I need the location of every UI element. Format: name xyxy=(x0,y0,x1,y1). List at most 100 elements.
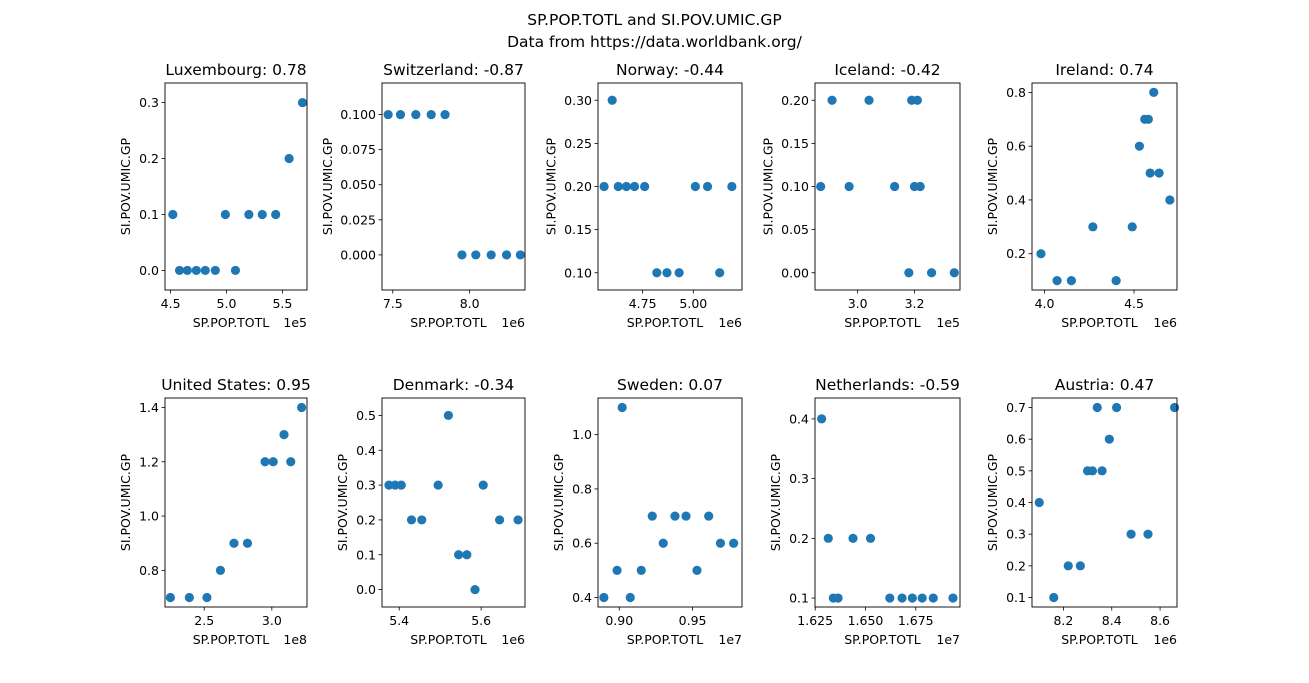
y-tick-label: 1.4 xyxy=(139,400,159,415)
y-tick-label: 0.4 xyxy=(356,443,376,458)
data-point xyxy=(230,265,241,276)
x-axis-label: SP.POP.TOTL xyxy=(844,315,921,330)
data-point xyxy=(440,109,450,120)
x-offset-label: 1e5 xyxy=(283,315,307,330)
y-tick-label: 0.05 xyxy=(781,222,809,237)
y-tick-label: 1.0 xyxy=(572,427,592,442)
y-tick-label: 0.10 xyxy=(781,179,809,194)
data-point xyxy=(229,538,239,548)
axes-frame xyxy=(164,397,308,608)
x-axis-label: SP.POP.TOTL xyxy=(627,315,704,330)
subplot-title: Netherlands: -0.59 xyxy=(815,376,960,394)
data-point xyxy=(897,593,907,603)
data-point xyxy=(268,457,278,467)
y-tick-label: 0.4 xyxy=(789,411,809,426)
axes-frame xyxy=(381,82,526,291)
x-tick-label: 0.95 xyxy=(679,613,707,628)
data-point xyxy=(1088,222,1098,232)
data-point xyxy=(907,593,917,603)
subplot-title: Ireland: 0.74 xyxy=(1055,61,1153,79)
data-point xyxy=(286,457,296,467)
y-tick-label: 0.5 xyxy=(1006,463,1026,478)
subplot-title: Switzerland: -0.87 xyxy=(383,61,524,79)
data-point xyxy=(242,538,253,548)
x-tick-label: 8.6 xyxy=(1150,613,1170,628)
data-point xyxy=(257,209,267,220)
y-tick-label: 0.20 xyxy=(781,93,809,108)
x-axis-label: SP.POP.TOTL xyxy=(410,315,487,330)
y-tick-label: 0.15 xyxy=(781,136,809,151)
x-tick-label: 8.2 xyxy=(1053,613,1073,628)
data-point xyxy=(607,95,617,105)
axes-frame xyxy=(814,397,961,608)
subplot-9: Austria: 0.47 0.1 0.2 0.3 0.4 0.5 0.6 0.7 8.2 8.4… xyxy=(985,376,1180,647)
data-point xyxy=(513,515,523,525)
data-point xyxy=(636,565,646,575)
x-offset-label: 1e7 xyxy=(936,632,960,647)
x-tick-label: 4.5 xyxy=(161,296,181,311)
subplot-title: Austria: 0.47 xyxy=(1055,376,1154,394)
y-tick-label: 0.050 xyxy=(340,177,376,192)
data-point xyxy=(1145,168,1155,178)
data-point xyxy=(621,181,631,192)
data-point xyxy=(904,268,914,278)
data-point xyxy=(406,515,417,525)
y-tick-label: 0.2 xyxy=(789,531,809,546)
data-point xyxy=(928,593,938,603)
data-point xyxy=(844,181,854,192)
x-axis-label: SP.POP.TOTL xyxy=(410,632,487,647)
x-tick-label: 4.75 xyxy=(629,296,657,311)
y-tick-label: 0.4 xyxy=(1006,495,1026,510)
y-tick-label: 0.8 xyxy=(1006,85,1026,100)
data-point xyxy=(1169,402,1180,413)
axes-frame xyxy=(1031,397,1178,608)
y-tick-label: 0.3 xyxy=(139,95,159,110)
data-point xyxy=(715,538,726,548)
subplot-3: Iceland: -0.42 0.00 0.05 0.10 0.15 0.20 3.0 3.2… xyxy=(761,61,961,330)
data-point xyxy=(395,109,406,120)
y-axis-label: SI.POV.UMIC.GP xyxy=(118,453,133,551)
data-point xyxy=(640,181,650,192)
data-point xyxy=(462,550,472,560)
data-point xyxy=(1087,466,1098,476)
x-tick-label: 5.6 xyxy=(471,613,491,628)
data-point xyxy=(486,250,496,260)
data-point xyxy=(200,265,210,276)
data-point xyxy=(890,181,900,192)
y-tick-label: 0.3 xyxy=(356,478,376,493)
y-tick-label: 0.6 xyxy=(1006,139,1026,154)
data-point xyxy=(613,181,623,192)
x-tick-label: 1.675 xyxy=(898,613,934,628)
data-point xyxy=(1034,497,1044,508)
x-tick-label: 3.2 xyxy=(905,296,925,311)
y-tick-label: 0.00 xyxy=(781,265,809,280)
data-point xyxy=(1063,561,1073,571)
axes-frame xyxy=(597,397,743,608)
y-tick-label: 0.6 xyxy=(572,536,592,551)
subplot-title: Denmark: -0.34 xyxy=(393,376,515,394)
x-tick-label: 3.0 xyxy=(262,613,282,628)
data-point xyxy=(1143,529,1153,539)
data-point xyxy=(184,592,194,603)
y-tick-label: 0.2 xyxy=(356,512,376,527)
data-point xyxy=(833,593,843,603)
data-point xyxy=(297,97,308,108)
data-point xyxy=(617,402,627,413)
y-tick-label: 0.3 xyxy=(789,471,809,486)
data-point xyxy=(652,268,662,278)
data-point xyxy=(692,565,702,575)
y-tick-label: 0.025 xyxy=(340,212,376,227)
subplot-5: United States: 0.95 0.8 1.0 1.2 1.4 2.5 3.01e8… xyxy=(118,376,311,647)
data-point xyxy=(417,515,427,525)
data-point xyxy=(599,592,609,603)
subplot-1: Switzerland: -0.87 0.000 0.025 0.050 0.075 0.… xyxy=(320,61,526,330)
data-point xyxy=(244,209,254,220)
y-tick-label: 0.1 xyxy=(356,547,376,562)
subplot-title: United States: 0.95 xyxy=(161,376,311,394)
data-point xyxy=(1052,275,1062,286)
x-offset-label: 1e6 xyxy=(718,315,742,330)
x-tick-label: 0.90 xyxy=(605,613,633,628)
data-point xyxy=(182,265,192,276)
y-tick-label: 0.15 xyxy=(564,222,592,237)
